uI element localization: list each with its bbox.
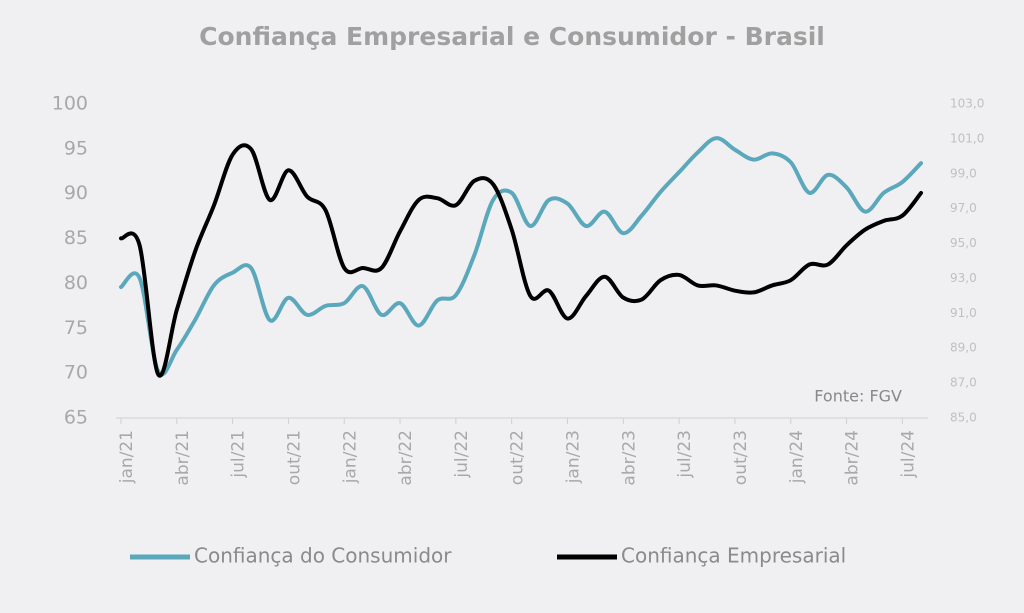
y2-tick-label: 103,0 <box>950 97 984 111</box>
y2-tick-label: 97,0 <box>950 201 977 215</box>
y-tick-label: 100 <box>52 93 88 115</box>
series-line <box>119 136 923 377</box>
series-line <box>119 143 923 378</box>
legend-label: Confiança Empresarial <box>621 544 846 568</box>
y2-tick-label: 95,0 <box>950 236 977 250</box>
x-tick-label: abr/24 <box>843 430 863 486</box>
x-tick-label: out/22 <box>508 430 528 485</box>
y2-tick-label: 87,0 <box>950 376 977 390</box>
x-tick-label: jan/23 <box>564 430 584 484</box>
y-tick-label: 80 <box>64 272 88 294</box>
y2-tick-label: 101,0 <box>950 131 984 145</box>
y-tick-label: 75 <box>64 317 88 339</box>
y2-tick-label: 89,0 <box>950 341 977 355</box>
legend-label: Confiança do Consumidor <box>194 544 452 568</box>
x-tick-label: jul/23 <box>675 430 695 479</box>
y2-tick-label: 85,0 <box>950 411 977 425</box>
x-tick-label: abr/23 <box>619 430 639 486</box>
annotation: Fonte: FGV <box>814 387 902 406</box>
x-tick-label: jul/24 <box>898 430 918 479</box>
y2-tick-label: 99,0 <box>950 166 977 180</box>
chart-title: Confiança Empresarial e Consumidor - Bra… <box>199 22 825 51</box>
x-tick-label: abr/22 <box>396 430 416 486</box>
x-tick-label: abr/21 <box>173 430 193 486</box>
y2-tick-label: 93,0 <box>950 271 977 285</box>
x-tick-label: jan/21 <box>117 430 137 484</box>
y-tick-label: 65 <box>64 407 88 429</box>
y-tick-label: 95 <box>64 137 88 159</box>
x-tick-label: out/23 <box>731 430 751 485</box>
y-tick-label: 85 <box>64 227 88 249</box>
x-tick-label: jan/22 <box>340 430 360 484</box>
y2-tick-label: 91,0 <box>950 306 977 320</box>
x-tick-label: out/21 <box>284 430 304 485</box>
x-tick-label: jul/22 <box>452 430 472 479</box>
x-tick-label: jan/24 <box>787 430 807 484</box>
x-tick-label: jul/21 <box>229 430 249 479</box>
y-tick-label: 90 <box>64 182 88 204</box>
y-tick-label: 70 <box>64 362 88 384</box>
